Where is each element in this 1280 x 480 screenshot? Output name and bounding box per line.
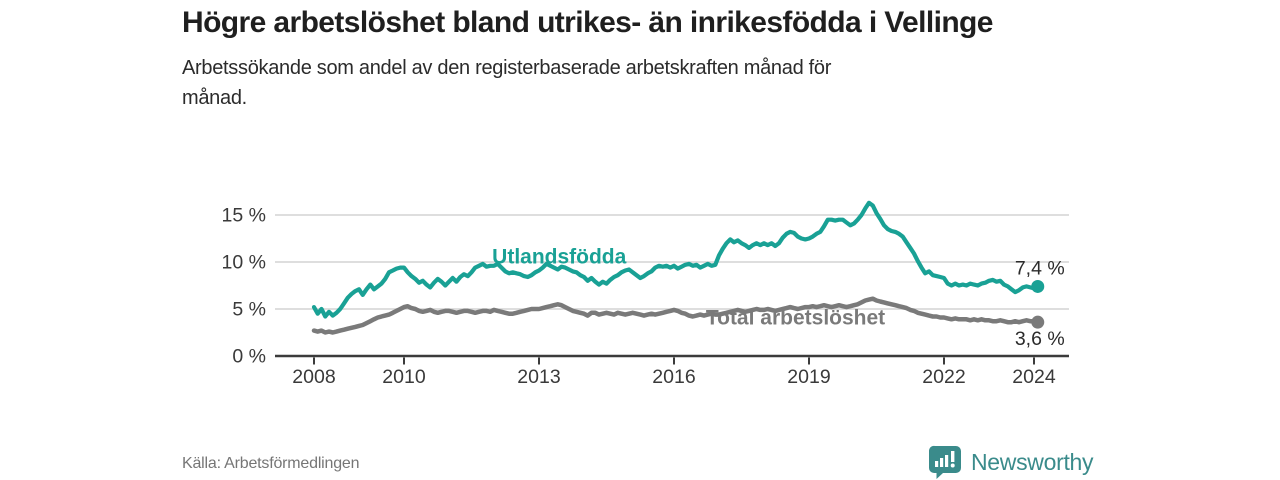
- page-subtitle: Arbetssökande som andel av den registerb…: [182, 57, 832, 109]
- x-tick-label-2008: 2008: [292, 366, 335, 388]
- newsworthy-logo-icon: [928, 445, 961, 479]
- page-title: Högre arbetslöshet bland utrikes- än inr…: [182, 6, 993, 39]
- brand-name: Newsworthy: [971, 448, 1094, 475]
- end-value-label: 3,6 %: [1015, 328, 1065, 350]
- x-tick-label-2019: 2019: [787, 366, 830, 388]
- source-note: Källa: Arbetsförmedlingen: [182, 455, 360, 472]
- x-tick-label-2016: 2016: [652, 366, 695, 388]
- y-tick-label-15: 15 %: [222, 205, 266, 227]
- series-label: Total arbetslöshet: [706, 306, 885, 329]
- y-tick-label-5: 5 %: [232, 299, 266, 321]
- series-label: Utlandsfödda: [492, 245, 626, 268]
- newsworthy-brand: Newsworthy: [928, 445, 1094, 479]
- end-value-label: 7,4 %: [1015, 257, 1065, 279]
- series-line-total-arbetsl-shet: [311, 296, 1040, 335]
- series-end-dot: [1031, 315, 1045, 329]
- x-tick-label-2013: 2013: [517, 366, 560, 388]
- x-tick-label-2022: 2022: [922, 366, 965, 388]
- y-tick-label-10: 10 %: [222, 252, 266, 274]
- x-tick-label-2024: 2024: [1012, 366, 1056, 388]
- series-line-utlandsf-dda: [311, 200, 1040, 319]
- chart-header: Högre arbetslöshet bland utrikes- än inr…: [182, 2, 1122, 113]
- series-end-dot: [1031, 279, 1045, 293]
- y-tick-label-0: 0 %: [232, 346, 266, 368]
- x-tick-label-2010: 2010: [382, 366, 426, 388]
